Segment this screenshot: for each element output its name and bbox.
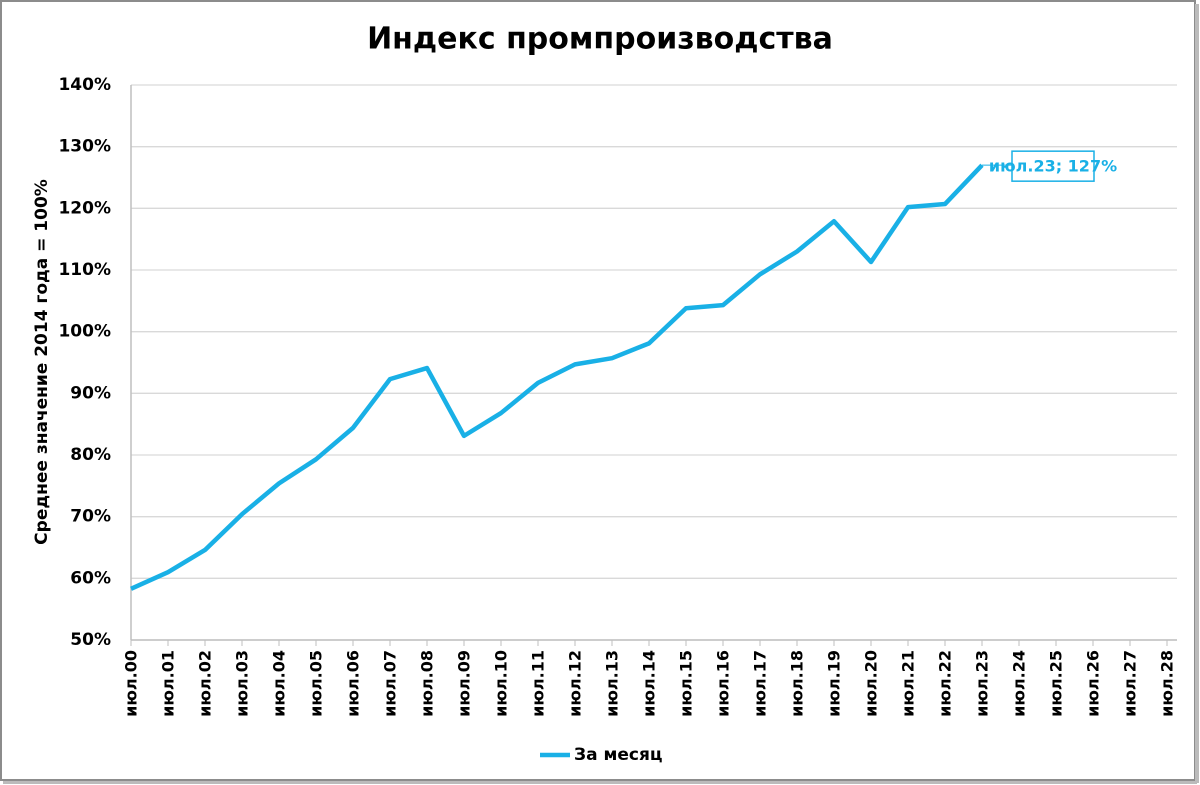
y-tick-label: 130% — [58, 137, 111, 157]
y-tick-label: 80% — [70, 445, 111, 465]
x-tick-label: июл.28 — [1158, 650, 1177, 717]
x-tick-label: июл.10 — [492, 650, 511, 717]
frame-shadow — [1195, 4, 1199, 783]
x-tick-label: июл.14 — [640, 650, 659, 717]
x-tick-label: июл.04 — [270, 650, 289, 717]
x-tick-label: июл.03 — [233, 650, 252, 717]
x-tick-label: июл.05 — [307, 650, 326, 717]
x-tick-label: июл.02 — [196, 650, 215, 717]
y-tick-label: 90% — [70, 383, 111, 403]
x-tick-label: июл.12 — [566, 650, 585, 717]
x-tick-label: июл.18 — [788, 650, 807, 717]
x-tick-label: июл.00 — [122, 650, 141, 717]
x-tick-label: июл.16 — [714, 650, 733, 717]
y-tick-label: 70% — [70, 507, 111, 527]
y-axis-title: Среднее значение 2014 года = 100% — [32, 179, 52, 545]
y-tick-label: 120% — [58, 198, 111, 218]
x-tick-label: июл.19 — [825, 650, 844, 717]
x-tick-label: июл.13 — [603, 650, 622, 717]
x-tick-label: июл.25 — [1047, 650, 1066, 717]
x-tick-label: июл.26 — [1084, 650, 1103, 717]
data-line — [130, 163, 984, 591]
x-tick-label: июл.11 — [529, 650, 548, 717]
y-tick-label: 50% — [70, 630, 111, 650]
y-tick-label: 140% — [58, 75, 111, 95]
x-tick-label: июл.09 — [455, 650, 474, 717]
chart-title: Индекс промпроизводства — [367, 22, 833, 57]
x-tick-label: июл.20 — [862, 650, 881, 717]
x-tick-label: июл.23 — [973, 650, 992, 717]
x-tick-label: июл.17 — [751, 650, 770, 717]
x-tick-label: июл.22 — [936, 650, 955, 717]
frame-shadow — [3, 781, 1197, 784]
x-tick-label: июл.15 — [677, 650, 696, 717]
x-tick-label: июл.21 — [899, 650, 918, 717]
x-tick-label: июл.08 — [418, 650, 437, 717]
x-tick-label: июл.07 — [381, 650, 400, 717]
y-tick-label: 100% — [58, 322, 111, 342]
label-box — [1011, 150, 1095, 182]
x-tick-label: июл.27 — [1121, 650, 1140, 717]
x-tick-label: июл.01 — [159, 650, 178, 717]
y-tick-label: 110% — [58, 260, 111, 280]
x-tick-label: июл.24 — [1010, 650, 1029, 717]
y-tick-label: 60% — [70, 568, 111, 588]
x-tick-label: июл.06 — [344, 650, 363, 717]
legend-label: За месяц — [574, 745, 663, 765]
data-label: июл.23; 127% — [989, 157, 1117, 176]
